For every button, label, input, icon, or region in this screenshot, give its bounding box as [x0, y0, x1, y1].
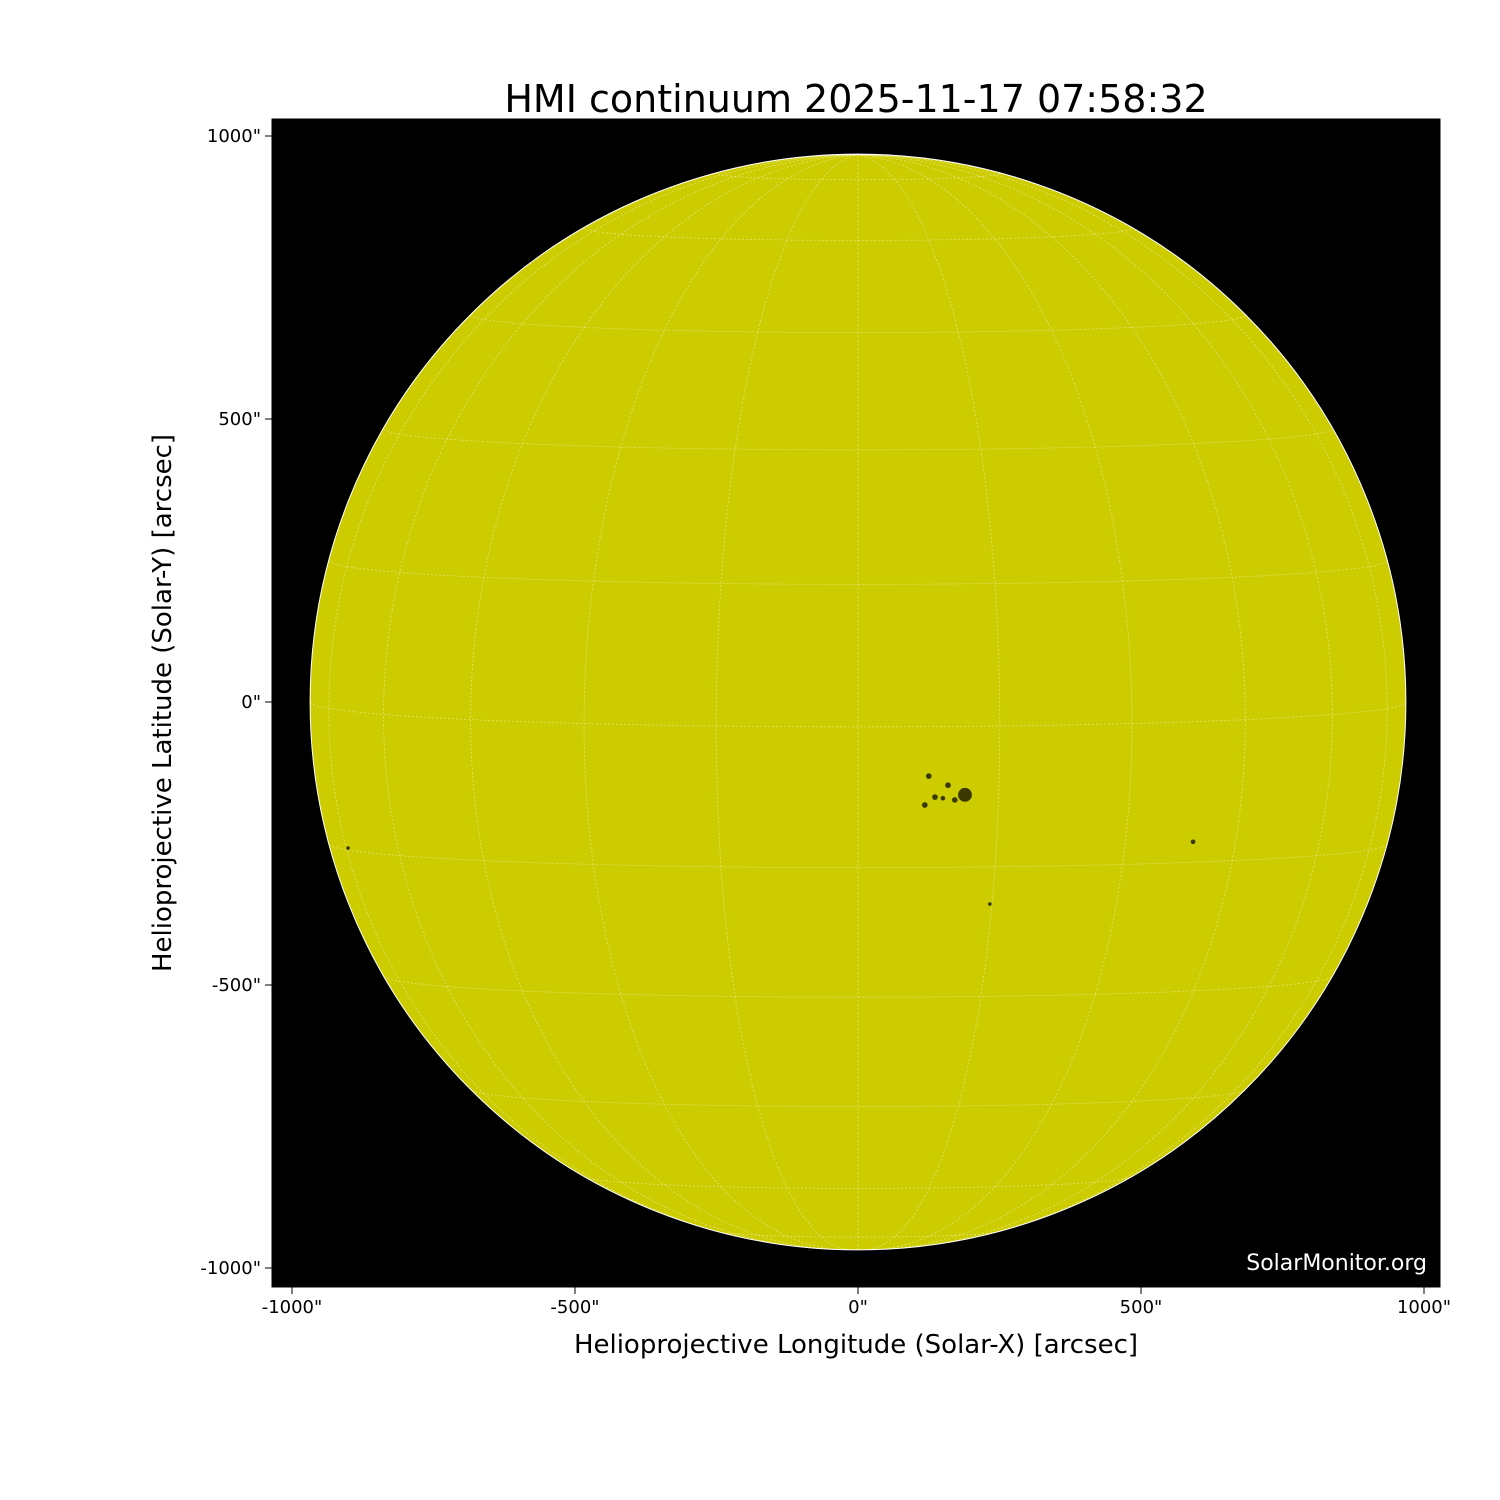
x-tick-label: -1000": [262, 1297, 323, 1318]
latitude-grid-line: [585, 1176, 1131, 1189]
latitude-grid-line: [309, 701, 1407, 728]
x-axis-label: Helioprojective Longitude (Solar-X) [arc…: [574, 1330, 1138, 1360]
y-tick-label: 0": [241, 692, 261, 713]
axes-frame: [271, 118, 1441, 1288]
longitude-grid-line: [328, 154, 859, 1243]
y-tick-label: 500": [218, 409, 261, 430]
latitude-grid-line: [715, 172, 1001, 181]
longitude-grid-line: [383, 154, 859, 1248]
x-tick-label: 1000": [1397, 1297, 1451, 1318]
longitude-grid-line: [857, 154, 1133, 1250]
longitude-grid-line: [857, 154, 1246, 1250]
sunspot: [932, 794, 938, 800]
sunspot: [940, 795, 946, 801]
longitude-grid-line: [309, 154, 859, 703]
x-tick-label: 500": [1120, 1297, 1163, 1318]
latitude-grid-line: [471, 1089, 1245, 1107]
latitude-grid-line: [470, 314, 1246, 334]
sunspot: [945, 782, 951, 789]
longitude-grid-line: [857, 154, 1333, 1248]
longitude-grid-line: [857, 154, 892, 156]
longitude-grid-line: [857, 154, 1388, 1243]
sunspot: [346, 846, 350, 850]
x-tick-label: -500": [550, 1297, 599, 1318]
longitude-grid-line: [857, 153, 863, 156]
x-tick-label: 0": [848, 1297, 868, 1318]
y-tick-label: -1000": [200, 1258, 261, 1279]
watermark: SolarMonitor.org: [1246, 1251, 1427, 1276]
chart-title: HMI continuum 2025-11-17 07:58:32: [504, 77, 1207, 121]
latitude-grid-line: [328, 560, 1388, 585]
sunspot: [951, 797, 958, 803]
y-axis-label: Helioprojective Latitude (Solar-Y) [arcs…: [148, 434, 178, 972]
y-tick-label: -500": [212, 975, 261, 996]
latitude-grid-line: [383, 428, 1333, 451]
latitude-grid-line: [718, 1231, 998, 1238]
longitude-grid-line: [824, 154, 859, 156]
sunspot: [921, 802, 928, 808]
longitude-grid-line: [857, 154, 932, 160]
sunspot: [988, 902, 992, 906]
longitude-grid-line: [853, 153, 859, 156]
latitude-grid-line: [383, 976, 1333, 998]
sunspot: [925, 773, 932, 779]
y-tick-label: 1000": [207, 126, 261, 147]
longitude-grid-line: [583, 154, 859, 1250]
longitude-grid-line: [470, 154, 859, 1250]
sunspot: [958, 787, 972, 802]
latitude-grid-line: [583, 226, 1133, 241]
solar-disk: [309, 153, 1407, 1251]
longitude-grid-line: [784, 154, 859, 160]
sunspot: [1190, 839, 1196, 845]
longitude-grid-line: [857, 154, 1407, 703]
